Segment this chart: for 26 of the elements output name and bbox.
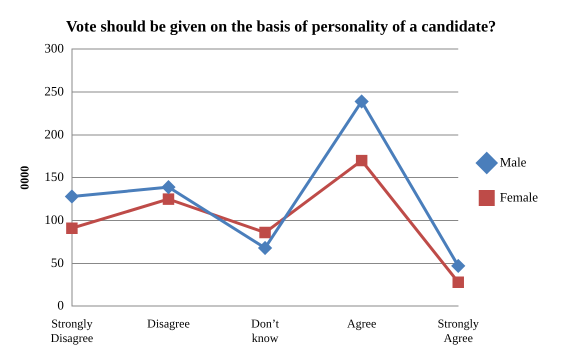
y-tick-label: 100 [44,212,64,227]
point [452,276,464,288]
x-tick-label: Don’t know [251,316,280,345]
x-tick-label: Strongly Agree [438,316,479,345]
point [259,226,271,238]
y-tick-label: 250 [44,83,64,98]
y-tick-label: 50 [50,254,64,270]
chart-title: Vote should be given on the basis of personality of a candidate? [66,18,496,36]
y-tick-label: 200 [44,126,64,142]
point [258,241,272,254]
legend-label: Female [500,189,538,204]
y-tick-label: 0 [57,298,64,313]
point [355,94,368,108]
point [356,154,368,166]
x-tick-label: Strongly Disagree [50,316,94,345]
point [452,259,465,272]
x-tick-label: Disagree [147,316,190,331]
x-tick-label: Agree [346,316,376,331]
y-tick-label: 150 [44,169,64,184]
y-axis-title: 0000 [17,166,32,190]
legend-label: Male [500,154,527,170]
point [66,222,78,234]
y-tick-label: 300 [44,40,64,56]
point [162,193,174,205]
point [162,180,175,194]
point [65,190,78,204]
